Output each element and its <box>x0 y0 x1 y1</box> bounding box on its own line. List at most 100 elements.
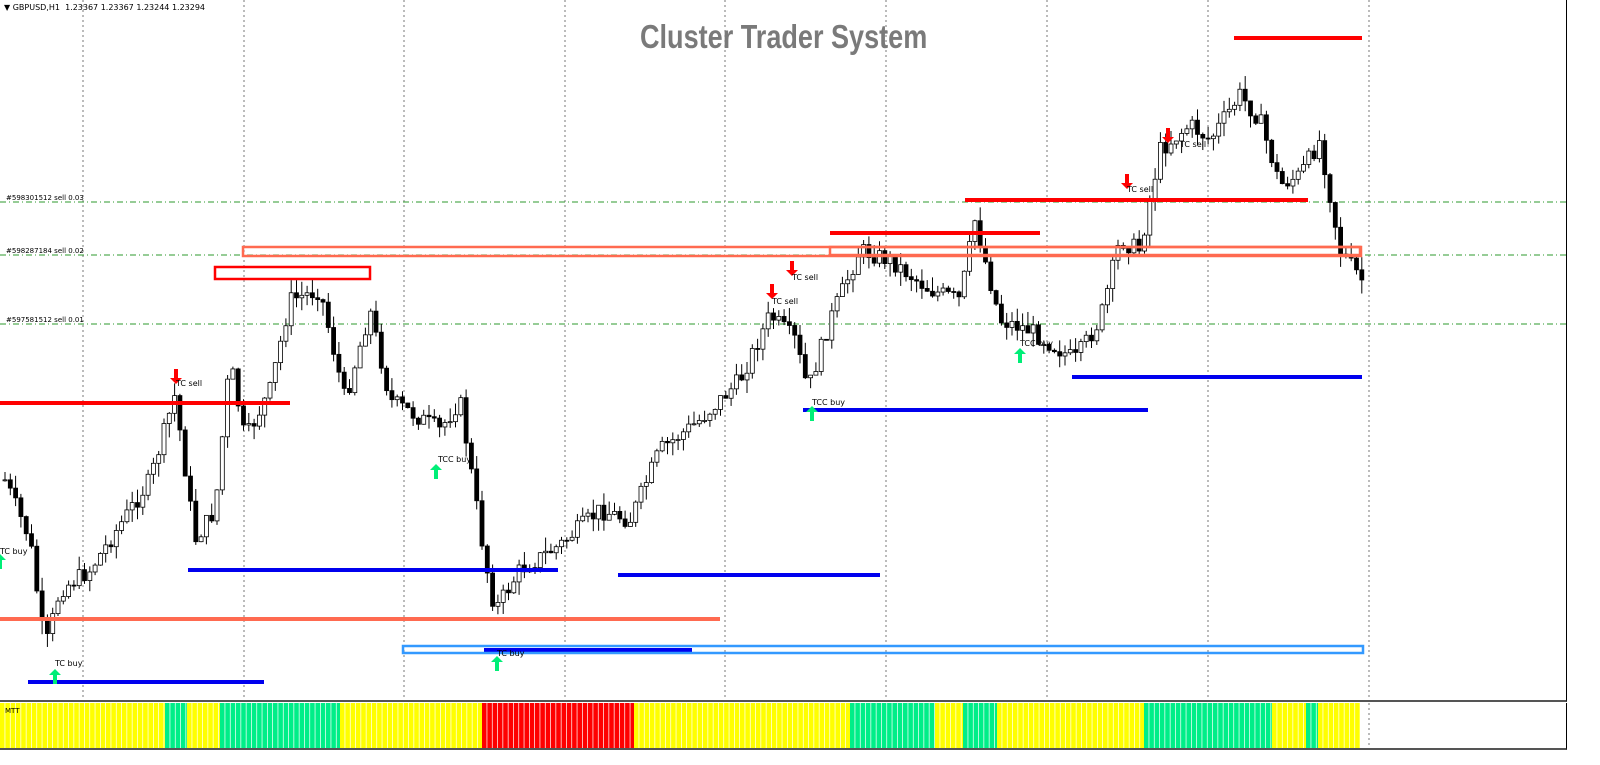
bear-candle <box>29 533 34 547</box>
bear-candle <box>336 353 342 373</box>
mtt-bar-red <box>497 703 503 748</box>
mtt-bar-green <box>903 703 908 748</box>
mtt-bar-yellow <box>187 703 192 748</box>
sell-arrow-icon <box>766 284 778 299</box>
mtt-bar-yellow <box>461 703 467 748</box>
mtt-bar-yellow <box>1298 703 1304 748</box>
bear-candle <box>1126 247 1131 254</box>
bull-candle <box>1083 334 1089 343</box>
mtt-bar-green <box>170 703 175 748</box>
ohlc-label: 1.23367 1.23367 1.23244 1.23294 <box>65 3 206 12</box>
mtt-bar-yellow <box>1071 703 1076 748</box>
bear-candle <box>1163 142 1169 154</box>
bear-candle <box>34 545 40 592</box>
mtt-bar-yellow <box>665 703 671 748</box>
mtt-bar-yellow <box>750 703 756 748</box>
mtt-bar-yellow <box>1113 703 1119 748</box>
mtt-bar-green <box>876 703 882 748</box>
bear-candle <box>188 475 193 502</box>
mtt-bar-yellow <box>345 703 350 748</box>
signal-label: TC sell <box>792 273 819 282</box>
mtt-bar-yellow <box>840 703 846 748</box>
mtt-bar-red <box>619 703 625 748</box>
bear-candle <box>347 388 352 394</box>
mtt-bar-green <box>1202 703 1207 748</box>
bear-candle <box>1311 150 1317 160</box>
bear-candle <box>797 334 803 355</box>
buy-arrow-icon <box>430 464 442 479</box>
mtt-bar-yellow <box>1097 703 1103 748</box>
mtt-bar-green <box>918 703 924 748</box>
bull-candle <box>1158 142 1163 180</box>
signal-label: TCC buy <box>812 398 846 407</box>
bull-candle <box>458 397 464 416</box>
mtt-bar-yellow <box>361 703 366 748</box>
mtt-bar-red <box>625 703 630 748</box>
mtt-bar-yellow <box>1103 703 1108 748</box>
mtt-bar-yellow <box>1065 703 1071 748</box>
bull-candle <box>357 345 363 369</box>
bull-candle <box>1020 325 1025 331</box>
mtt-bar-green <box>1197 703 1202 748</box>
bull-candle <box>834 296 840 312</box>
bull-candle <box>585 512 591 517</box>
mtt-bar-red <box>556 703 561 748</box>
sell-arrow-icon <box>786 261 798 276</box>
mtt-bar-yellow <box>31 703 37 748</box>
mtt-bar-yellow <box>100 703 106 748</box>
mtt-bar-yellow <box>734 703 740 748</box>
mtt-bar-green <box>929 703 935 748</box>
mtt-bar-yellow <box>1034 703 1039 748</box>
mtt-bar-yellow <box>1002 703 1007 748</box>
mtt-bar-yellow <box>1287 703 1293 748</box>
bull-candle <box>267 382 273 399</box>
bull-candle <box>818 338 824 372</box>
indicator-name: MTT <box>5 707 20 715</box>
mtt-bar-red <box>614 703 620 748</box>
bull-candle <box>840 283 845 297</box>
bull-candle <box>670 439 676 444</box>
bear-candle <box>182 429 188 477</box>
bear-candle <box>331 327 337 355</box>
bull-candle <box>898 264 904 273</box>
bear-candle <box>1025 325 1031 334</box>
bull-candle <box>156 454 162 464</box>
bear-candle <box>23 516 29 535</box>
signal-label: TC sell <box>1180 140 1207 149</box>
bull-candle <box>1173 140 1179 145</box>
bear-candle <box>993 290 999 305</box>
bull-candle <box>1062 352 1068 357</box>
sell-arrow-icon <box>170 369 182 384</box>
mtt-bar-yellow <box>355 703 361 748</box>
bull-candle <box>659 440 665 452</box>
mtt-bar-red <box>603 703 609 748</box>
mtt-bar-yellow <box>467 703 472 748</box>
mtt-bar-yellow <box>1092 703 1097 748</box>
candlestick-canvas <box>0 0 1566 700</box>
bear-candle <box>1014 320 1020 331</box>
bear-candle <box>1089 334 1094 342</box>
symbol-label: GBPUSD,H1 <box>12 3 60 12</box>
mtt-bar-yellow <box>1293 703 1298 748</box>
mtt-bar-yellow <box>846 703 851 748</box>
mtt-bar-yellow <box>95 703 100 748</box>
mtt-bar-green <box>924 703 929 748</box>
bull-candle <box>1306 150 1312 165</box>
bull-candle <box>278 340 284 364</box>
bull-candle <box>511 581 517 594</box>
bull-candle <box>612 511 617 515</box>
bear-candle <box>405 402 411 409</box>
mtt-bar-yellow <box>766 703 772 748</box>
bear-candle <box>484 545 490 574</box>
bear-candle <box>1269 139 1275 164</box>
mtt-bar-green <box>1159 703 1165 748</box>
mtt-bar-yellow <box>1339 703 1344 748</box>
bear-candle <box>723 395 729 399</box>
order-label: #597581512 sell 0.01 <box>6 316 84 324</box>
price-chart[interactable]: ▼ GBPUSD,H1 1.23367 1.23367 1.23244 1.23… <box>0 0 1567 702</box>
mtt-bar-yellow <box>403 703 409 748</box>
bear-candle <box>946 287 951 292</box>
mtt-bar-yellow <box>697 703 703 748</box>
mtt-bar-green <box>288 703 294 748</box>
bear-candle <box>1338 226 1343 255</box>
